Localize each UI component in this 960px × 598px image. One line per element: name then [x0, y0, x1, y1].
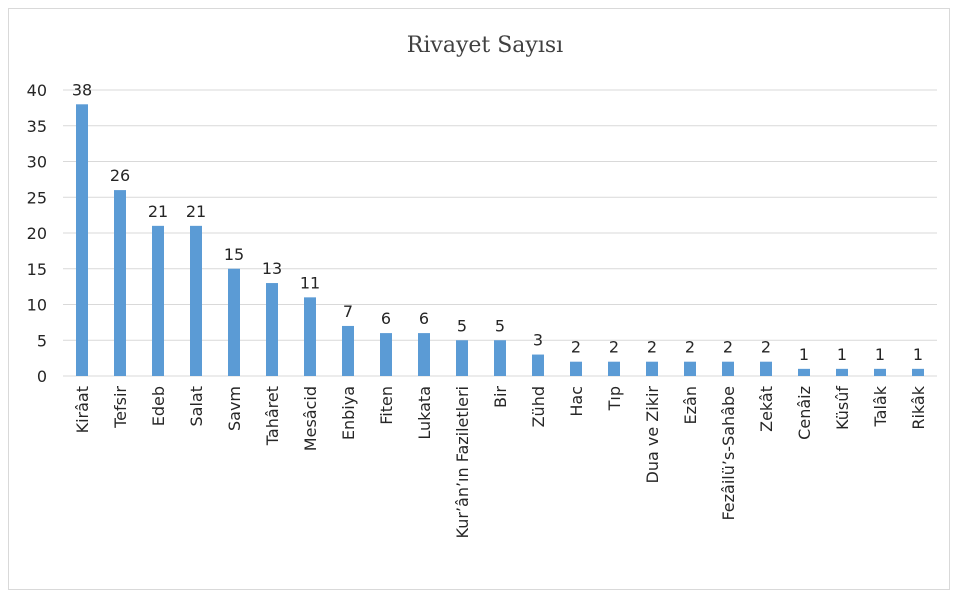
data-label: 3: [533, 331, 543, 350]
x-tick-label: Savm: [225, 386, 244, 431]
x-tick-label: Fiten: [377, 386, 396, 425]
data-label: 2: [609, 338, 619, 357]
data-label: 21: [148, 202, 168, 221]
bar: [646, 361, 658, 376]
grid: [63, 89, 937, 377]
bar: [760, 361, 772, 376]
y-tick-label: 5: [37, 331, 47, 350]
data-label: 5: [457, 316, 467, 335]
chart-title: Rivayet Sayısı: [407, 33, 563, 58]
x-axis: Kirâat Tefsir Edeb Salat Savm Tahâret Mesâcid E…: [73, 385, 928, 538]
data-label: 38: [72, 80, 92, 99]
data-label: 6: [419, 309, 429, 328]
bar: [418, 333, 430, 376]
y-tick-label: 40: [27, 81, 47, 100]
bar: [532, 354, 544, 376]
x-tick-label: Tahâret: [263, 386, 282, 446]
x-tick-label: Kirâat: [73, 386, 92, 433]
x-tick-label: Zekât: [757, 386, 776, 432]
x-tick-label: Talâk: [871, 385, 890, 427]
x-tick-label: Ezân: [681, 386, 700, 424]
data-label: 21: [186, 202, 206, 221]
bar: [722, 361, 734, 376]
bar: [190, 225, 202, 376]
chart-area: [8, 8, 950, 590]
bar: [266, 283, 278, 376]
data-label: 1: [913, 345, 923, 364]
data-label: 2: [571, 338, 581, 357]
bar: [874, 368, 886, 376]
bar: [608, 361, 620, 376]
data-label: 7: [343, 302, 353, 321]
bar: [304, 297, 316, 376]
data-label: 2: [685, 338, 695, 357]
x-tick-label: Tıp: [605, 386, 624, 411]
y-axis: 0 5 10 15 20 25 30 35 40: [27, 81, 47, 386]
bar: [684, 361, 696, 376]
bar: [342, 325, 354, 376]
y-tick-label: 30: [27, 153, 47, 172]
data-label: 6: [381, 309, 391, 328]
bar: [798, 368, 810, 376]
data-label: 2: [723, 338, 733, 357]
bar: [114, 190, 126, 376]
y-tick-label: 20: [27, 224, 47, 243]
x-tick-label: Rikâk: [909, 385, 928, 429]
y-tick-label: 15: [27, 260, 47, 279]
y-tick-label: 10: [27, 296, 47, 315]
x-tick-label: Edeb: [149, 386, 168, 426]
x-tick-label: Tefsir: [111, 386, 130, 429]
data-label: 13: [262, 259, 282, 278]
x-tick-label: Fezâilü’s-Sahâbe: [719, 386, 738, 521]
data-label: 15: [224, 245, 244, 264]
x-tick-label: Dua ve Zikir: [643, 386, 662, 484]
x-tick-label: Bir: [491, 386, 510, 408]
bar: [570, 361, 582, 376]
x-tick-label: Mesâcid: [301, 386, 320, 451]
bar: [76, 104, 88, 377]
y-tick-label: 25: [27, 188, 47, 207]
data-label: 2: [647, 338, 657, 357]
y-tick-label: 35: [27, 117, 47, 136]
y-tick-label: 0: [37, 367, 47, 386]
x-tick-label: Cenâiz: [795, 386, 814, 440]
data-label: 5: [495, 316, 505, 335]
x-tick-label: Kur’ân’ın Faziletleri: [453, 386, 472, 538]
data-label: 1: [837, 345, 847, 364]
x-tick-label: Enbiya: [339, 386, 358, 440]
bar: [456, 340, 468, 376]
bar: [228, 268, 240, 376]
data-label: 26: [110, 166, 130, 185]
bar: [152, 225, 164, 376]
x-tick-label: Küsûf: [833, 386, 852, 430]
bar: [836, 368, 848, 376]
bar: [494, 340, 506, 376]
data-label: 11: [300, 273, 320, 292]
bar: [380, 333, 392, 376]
x-tick-label: Hac: [567, 386, 586, 417]
data-label: 1: [875, 345, 885, 364]
data-label: 1: [799, 345, 809, 364]
x-tick-label: Lukata: [415, 386, 434, 440]
bars: [76, 104, 924, 377]
data-label: 2: [761, 338, 771, 357]
x-tick-label: Zühd: [529, 386, 548, 427]
bar: [912, 368, 924, 376]
x-tick-label: Salat: [187, 386, 206, 426]
